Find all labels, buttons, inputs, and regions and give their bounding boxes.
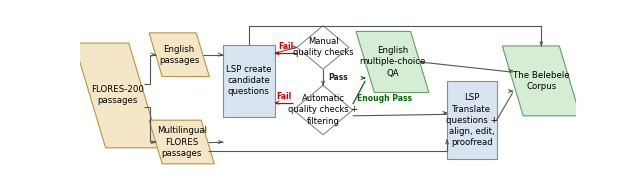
Text: Pass: Pass	[328, 73, 348, 82]
Text: English
multiple-choice
QA: English multiple-choice QA	[359, 46, 426, 77]
Text: Manual
quality checks: Manual quality checks	[292, 37, 353, 57]
Text: The Belebele
Corpus: The Belebele Corpus	[513, 71, 570, 91]
Polygon shape	[297, 26, 349, 69]
Polygon shape	[502, 46, 580, 116]
Text: Fail: Fail	[278, 43, 294, 51]
FancyBboxPatch shape	[223, 45, 275, 117]
Polygon shape	[293, 85, 353, 135]
Text: LSP
Translate
questions +
align, edit,
proofread: LSP Translate questions + align, edit, p…	[446, 94, 498, 147]
Text: Multilingual
FLORES
passages: Multilingual FLORES passages	[157, 126, 207, 158]
Text: LSP create
candidate
questions: LSP create candidate questions	[226, 65, 271, 97]
Polygon shape	[356, 31, 429, 93]
Text: FLORES-200
passages: FLORES-200 passages	[91, 85, 143, 105]
Polygon shape	[149, 33, 209, 77]
Polygon shape	[74, 43, 160, 148]
Text: English
passages: English passages	[159, 45, 200, 65]
FancyBboxPatch shape	[447, 81, 497, 160]
Text: Enough Pass: Enough Pass	[356, 94, 412, 103]
Text: Automatic
quality checks +
filtering: Automatic quality checks + filtering	[288, 94, 358, 126]
Text: Fail: Fail	[276, 92, 292, 101]
Polygon shape	[149, 120, 214, 164]
